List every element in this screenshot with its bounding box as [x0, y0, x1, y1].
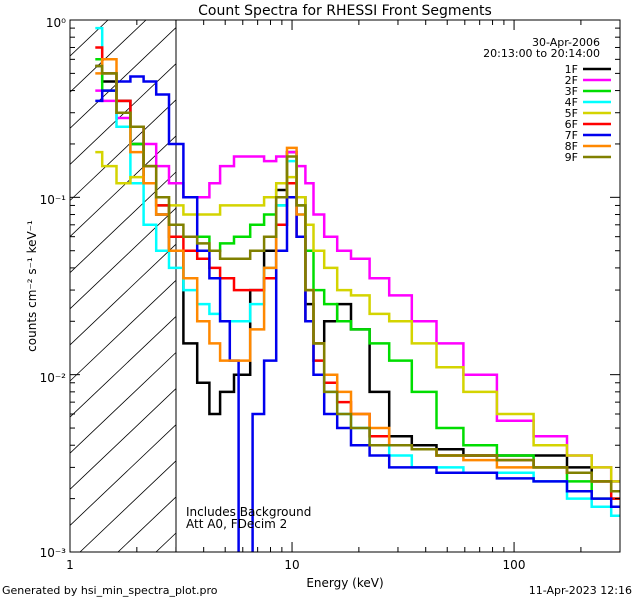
x-tick-label-100: 100: [503, 558, 526, 572]
annotation-attenuator: Att A0, FDecim 2: [186, 517, 287, 531]
footer-generated-by: Generated by hsi_min_spectra_plot.pro: [2, 584, 218, 597]
y-tick-label-1e-2: 10⁻²: [40, 371, 67, 385]
annotation-background: Includes Background: [186, 505, 311, 519]
series-5F: [95, 150, 620, 483]
x-tick-labels: 1 10 100: [66, 558, 525, 572]
series-1F: [95, 64, 620, 483]
legend-label-1F: 1F: [565, 63, 578, 76]
legend-label-4F: 4F: [565, 96, 578, 109]
legend-label-9F: 9F: [565, 151, 578, 164]
hatch-line: [70, 99, 176, 202]
series-3F: [95, 58, 620, 500]
axis-ticks: [69, 19, 621, 553]
footer-timestamp: 11-Apr-2023 12:16: [528, 584, 632, 597]
hatch-line: [70, 63, 176, 165]
hatch-line: [70, 315, 176, 418]
legend-label-5F: 5F: [565, 107, 578, 120]
series-6F: [95, 46, 620, 500]
hatch-line: [70, 27, 176, 129]
series-7F: [95, 75, 620, 552]
x-tick-label-10: 10: [284, 558, 299, 572]
hatch-line: [70, 20, 109, 57]
legend-label-8F: 8F: [565, 140, 578, 153]
hatch-line: [70, 243, 176, 346]
legend-label-3F: 3F: [565, 85, 578, 98]
plot-frame: [69, 19, 621, 553]
chart-title: Count Spectra for RHESSI Front Segments: [198, 3, 492, 19]
y-tick-label-1e-3: 10⁻³: [40, 546, 67, 560]
hatched-region: [70, 20, 176, 552]
y-tick-label-1e0: 10⁰: [46, 16, 66, 30]
header-time-range: 20:13:00 to 20:14:00: [483, 47, 600, 60]
header-date: 30-Apr-2006: [532, 36, 600, 49]
legend-label-6F: 6F: [565, 118, 578, 131]
legend-label-7F: 7F: [565, 129, 578, 142]
y-axis-label: counts cm⁻² s⁻¹ keV⁻¹: [25, 220, 39, 352]
y-tick-labels: 10⁰ 10⁻¹ 10⁻² 10⁻³: [40, 16, 67, 560]
hatch-line: [79, 460, 176, 552]
x-tick-label-1: 1: [66, 558, 74, 572]
hatch-line: [70, 388, 176, 490]
series-2F: [95, 89, 620, 483]
hatch-line: [70, 207, 176, 310]
legend-label-2F: 2F: [565, 74, 578, 87]
x-axis-label: Energy (keV): [306, 576, 383, 590]
hatch-line: [70, 424, 176, 526]
y-tick-label-1e-1: 10⁻¹: [40, 193, 67, 207]
series-layer: [95, 26, 620, 552]
hatch-line: [70, 279, 176, 382]
series-9F: [95, 64, 620, 493]
